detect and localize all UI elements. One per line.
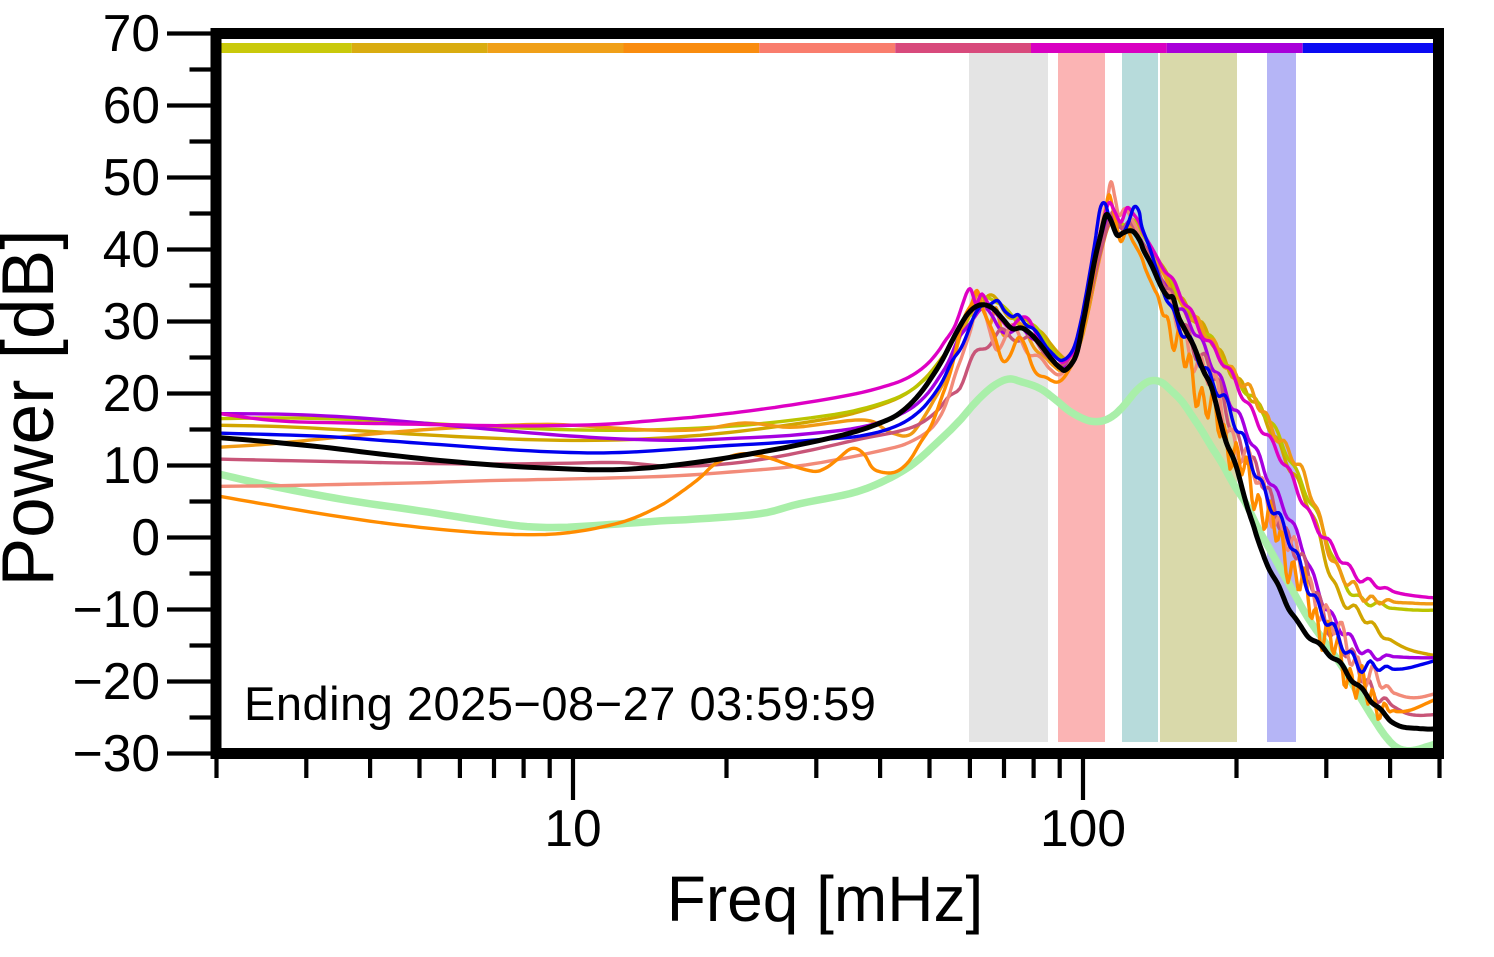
svg-text:0: 0 <box>131 508 160 566</box>
svg-text:10: 10 <box>103 436 160 494</box>
svg-text:Ending 2025−08−27 03:59:59: Ending 2025−08−27 03:59:59 <box>244 677 876 730</box>
svg-text:50: 50 <box>103 148 160 206</box>
svg-text:60: 60 <box>103 76 160 134</box>
svg-text:−10: −10 <box>73 580 160 638</box>
svg-text:Power [dB]: Power [dB] <box>0 229 69 586</box>
svg-text:Freq [mHz]: Freq [mHz] <box>667 863 983 935</box>
svg-text:70: 70 <box>103 4 160 62</box>
svg-text:−20: −20 <box>73 652 160 710</box>
svg-text:10: 10 <box>544 799 601 857</box>
svg-text:−30: −30 <box>73 724 160 782</box>
svg-text:20: 20 <box>103 364 160 422</box>
svg-text:100: 100 <box>1040 799 1126 857</box>
svg-text:40: 40 <box>103 220 160 278</box>
svg-text:30: 30 <box>103 292 160 350</box>
